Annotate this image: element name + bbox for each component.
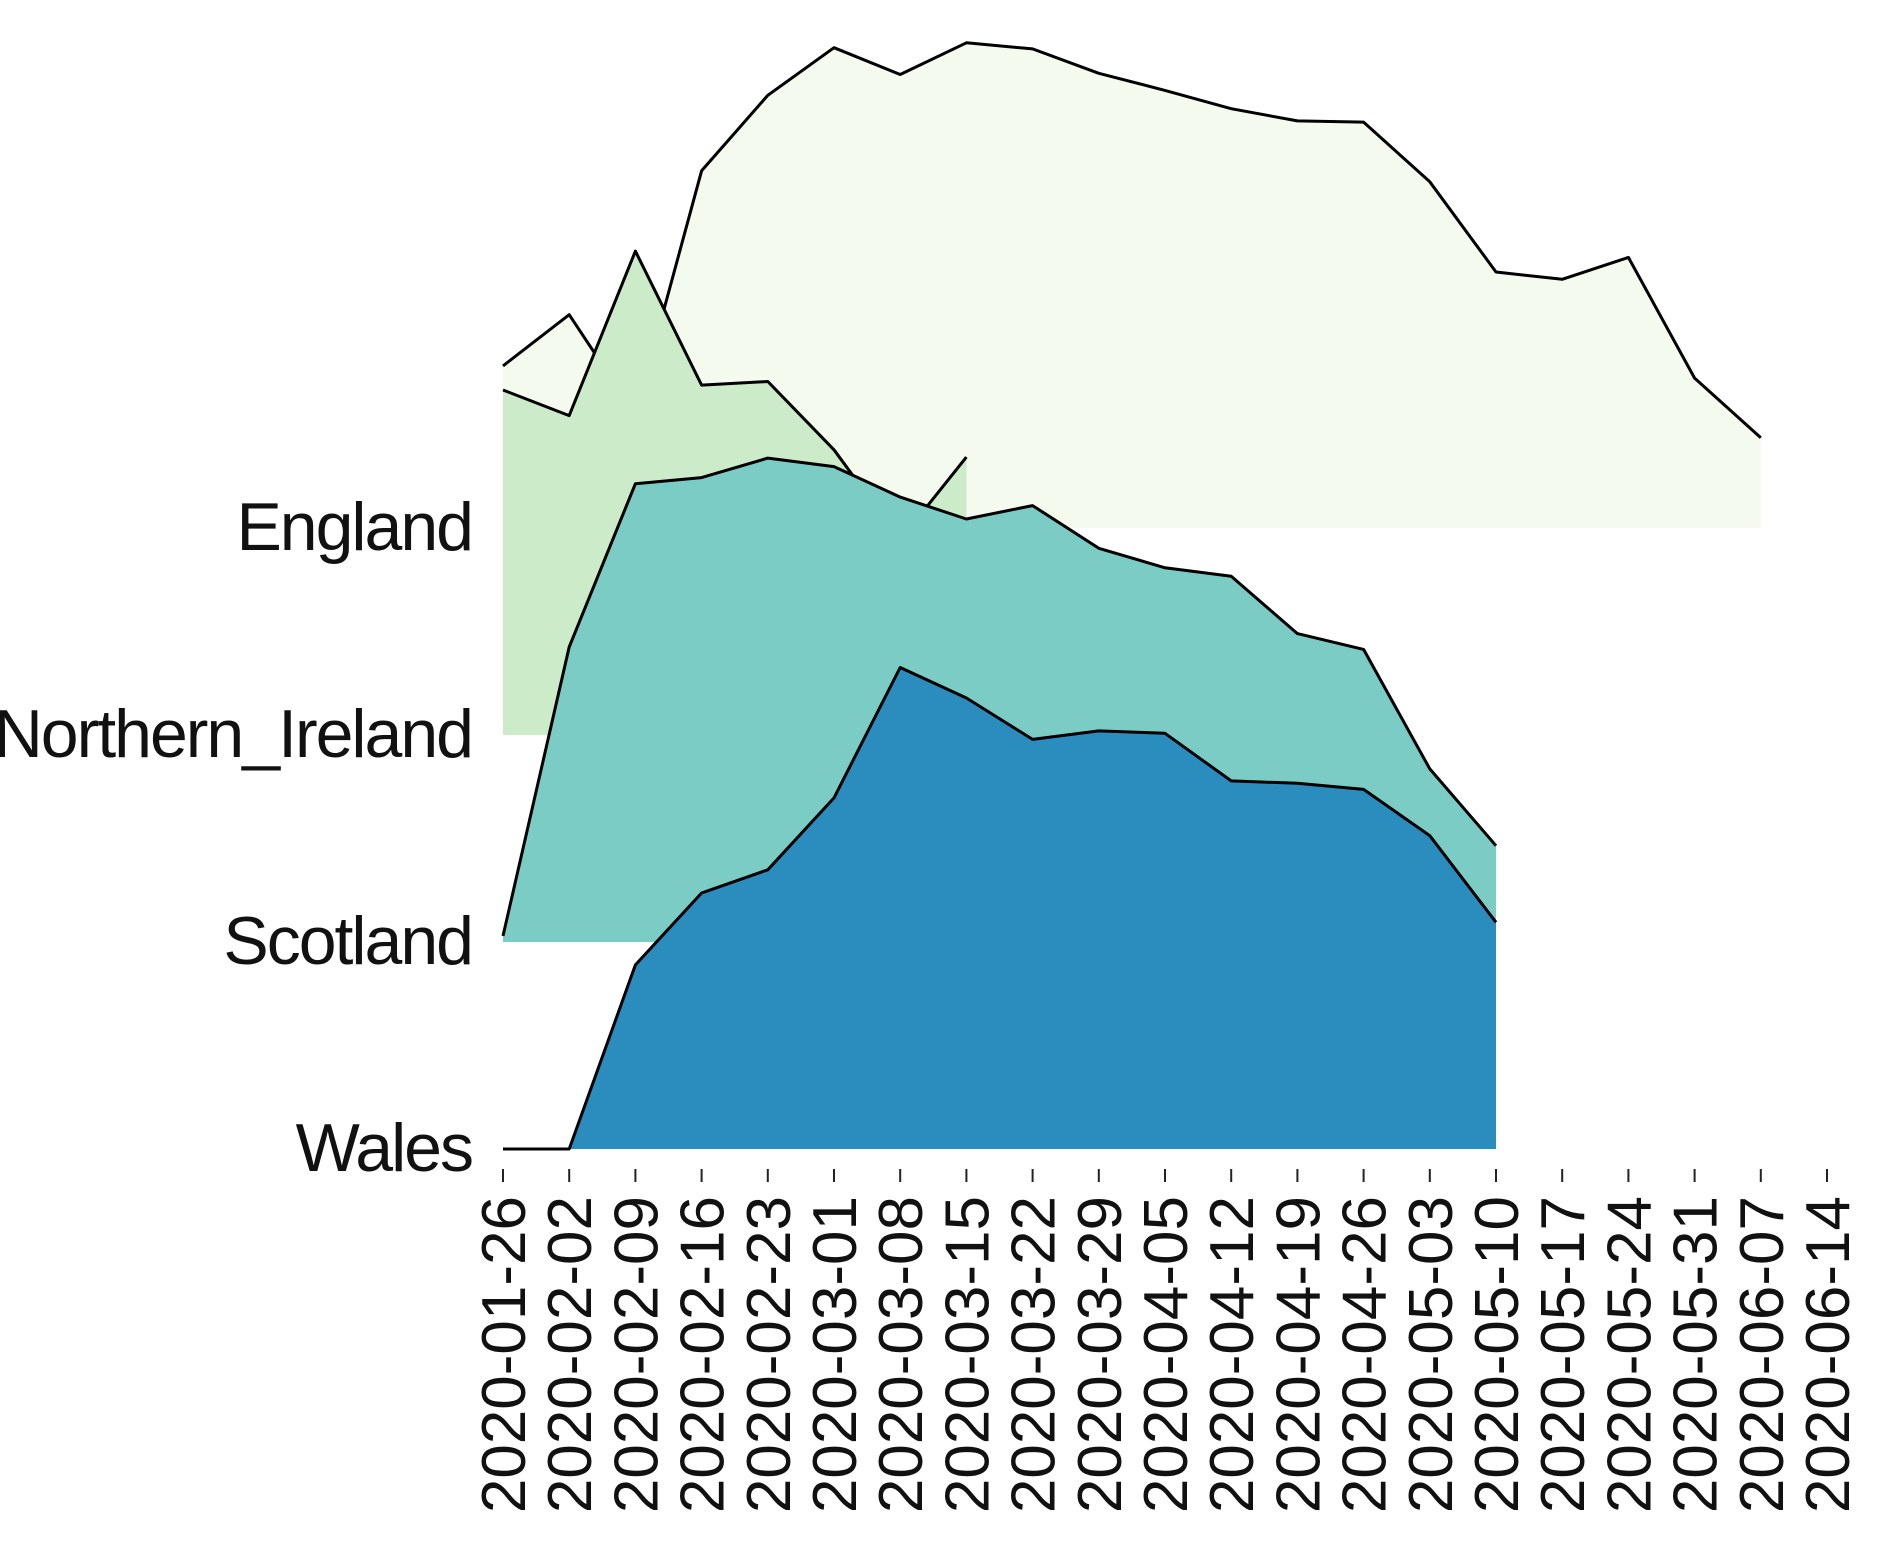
- x-tick-label: 2020-04-05: [1132, 1196, 1201, 1513]
- ridge-line: [501, 456, 1498, 937]
- x-tick-label: 2020-03-29: [1066, 1196, 1135, 1513]
- ridge-label: Wales: [296, 1110, 472, 1186]
- x-tick-label: 2020-01-26: [470, 1196, 539, 1513]
- x-tick-label: 2020-05-17: [1529, 1196, 1598, 1513]
- x-tick-label: 2020-02-23: [735, 1196, 804, 1513]
- x-tick-label: 2020-02-02: [536, 1196, 605, 1513]
- x-tick-label: 2020-05-31: [1662, 1196, 1731, 1513]
- x-tick-label: 2020-05-03: [1397, 1196, 1466, 1513]
- x-tick-label: 2020-06-14: [1794, 1196, 1863, 1513]
- x-tick-label: 2020-05-10: [1463, 1196, 1532, 1513]
- x-tick-label: 2020-03-22: [1000, 1196, 1069, 1513]
- x-tick-label: 2020-04-19: [1264, 1196, 1333, 1513]
- x-tick-label: 2020-03-08: [867, 1196, 936, 1513]
- ridge-area: [503, 667, 1496, 1149]
- x-tick-label: 2020-03-01: [801, 1196, 870, 1513]
- ridge-label: Scotland: [223, 903, 472, 979]
- ridge-area: [503, 42, 1761, 529]
- x-tick-label: 2020-03-15: [933, 1196, 1002, 1513]
- ridge-label: Northern_Ireland: [0, 696, 472, 772]
- x-tick-label: 2020-05-24: [1595, 1196, 1664, 1513]
- x-tick-label: 2020-02-16: [669, 1196, 738, 1513]
- x-tick-label: 2020-06-07: [1728, 1196, 1797, 1513]
- x-tick-label: 2020-04-26: [1331, 1196, 1400, 1513]
- x-tick-label: 2020-04-12: [1198, 1196, 1267, 1513]
- ridge-label: England: [236, 489, 472, 565]
- x-tick-label: 2020-02-09: [602, 1196, 671, 1513]
- ridge-line: [502, 41, 1762, 439]
- ridge-line: [503, 666, 1498, 1151]
